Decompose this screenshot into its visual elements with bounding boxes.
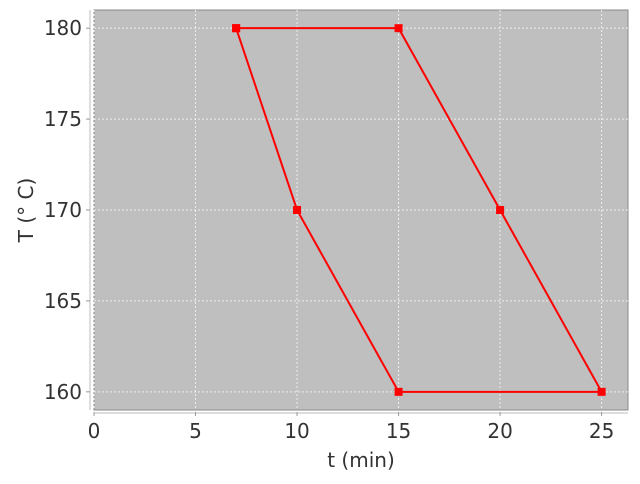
y-tick-label: 175 — [44, 107, 82, 131]
series — [232, 24, 606, 396]
x-tick-label: 20 — [487, 419, 512, 443]
x-tick-label: 10 — [284, 419, 309, 443]
x-tick-label: 0 — [88, 419, 101, 443]
x-tick-label: 5 — [189, 419, 202, 443]
data-point — [394, 24, 403, 33]
ticks: 0 5 10 15 20 25 160 165 170 175 180 — [44, 16, 615, 443]
data-point — [394, 387, 403, 396]
data-point — [496, 206, 505, 214]
data-point — [597, 387, 606, 396]
x-tick-label: 25 — [589, 419, 614, 443]
x-axis-label: t (min) — [327, 448, 395, 472]
y-axis-label: T (° C) — [14, 178, 38, 244]
data-point — [232, 24, 241, 33]
y-tick-label: 180 — [44, 16, 82, 40]
y-tick-label: 165 — [44, 289, 82, 313]
data-point — [293, 206, 302, 214]
y-tick-label: 170 — [44, 198, 82, 222]
y-tick-label: 160 — [44, 380, 82, 404]
x-tick-label: 15 — [386, 419, 411, 443]
grid — [93, 10, 628, 410]
